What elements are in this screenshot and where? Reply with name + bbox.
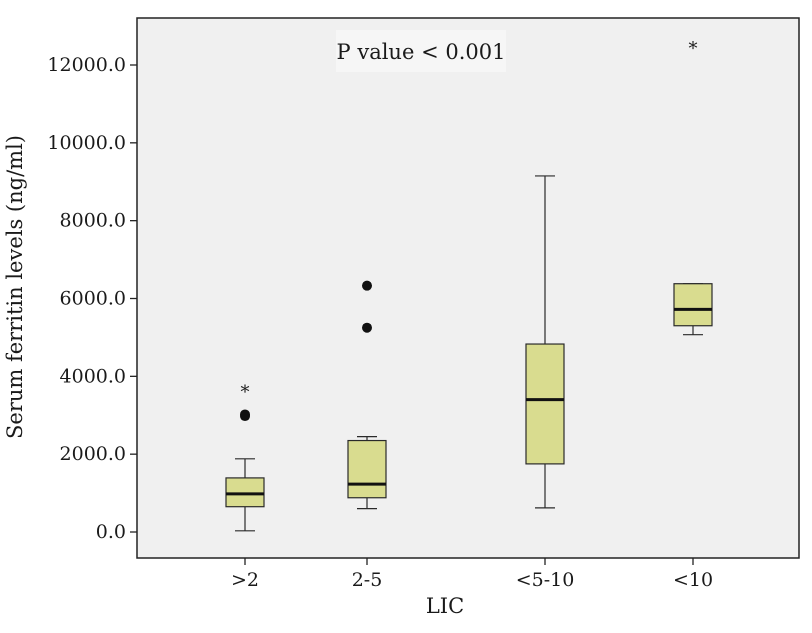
x-tick-label: >2 — [231, 569, 259, 591]
p-value-annotation: P value < 0.001 — [337, 40, 506, 64]
y-tick-label: 8000.0 — [60, 210, 126, 232]
extreme-point: * — [689, 38, 698, 59]
box-iqr — [347, 439, 387, 499]
y-axis: 0.0 2000.0 4000.0 6000.0 8000.0 10000.0 12000.… — [47, 54, 137, 543]
box-iqr — [673, 283, 713, 327]
y-tick-label: 2000.0 — [60, 443, 126, 465]
y-tick-label: 0.0 — [96, 521, 126, 543]
outlier-point — [240, 409, 250, 420]
box-iqr — [525, 343, 565, 465]
boxes: ** — [225, 38, 713, 532]
annotation-background — [336, 30, 506, 72]
y-tick-label: 6000.0 — [60, 288, 126, 310]
x-axis: >2 2-5 <5-10 <10 — [231, 558, 713, 591]
extreme-point: * — [241, 382, 250, 403]
y-tick-label: 12000.0 — [47, 54, 126, 76]
y-tick-label: 10000.0 — [47, 132, 126, 154]
x-axis-title: LIC — [426, 594, 464, 618]
outlier-point — [362, 280, 372, 291]
outlier-point — [362, 322, 372, 333]
y-axis-title: Serum ferritin levels (ng/ml) — [3, 135, 27, 439]
box-iqr — [225, 477, 265, 508]
x-tick-label: 2-5 — [352, 569, 383, 591]
x-tick-label: <10 — [673, 569, 713, 591]
y-tick-label: 4000.0 — [60, 365, 126, 387]
x-tick-label: <5-10 — [516, 569, 575, 591]
